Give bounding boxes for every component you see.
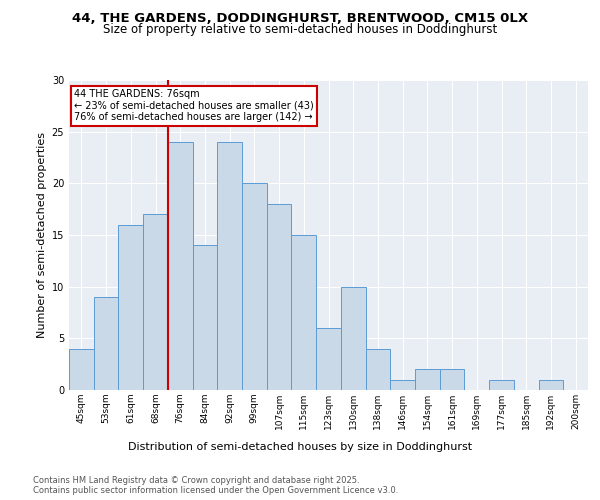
Bar <box>292 235 316 390</box>
Bar <box>316 328 341 390</box>
Text: 44 THE GARDENS: 76sqm
← 23% of semi-detached houses are smaller (43)
76% of semi: 44 THE GARDENS: 76sqm ← 23% of semi-deta… <box>74 90 314 122</box>
Text: Contains HM Land Registry data © Crown copyright and database right 2025.: Contains HM Land Registry data © Crown c… <box>33 476 359 485</box>
Text: Distribution of semi-detached houses by size in Doddinghurst: Distribution of semi-detached houses by … <box>128 442 472 452</box>
Bar <box>341 286 365 390</box>
Bar <box>539 380 563 390</box>
Bar <box>168 142 193 390</box>
Bar <box>94 297 118 390</box>
Bar <box>267 204 292 390</box>
Bar <box>118 224 143 390</box>
Bar <box>193 246 217 390</box>
Text: 44, THE GARDENS, DODDINGHURST, BRENTWOOD, CM15 0LX: 44, THE GARDENS, DODDINGHURST, BRENTWOOD… <box>72 12 528 24</box>
Bar <box>415 370 440 390</box>
Bar <box>69 348 94 390</box>
Bar <box>489 380 514 390</box>
Text: Size of property relative to semi-detached houses in Doddinghurst: Size of property relative to semi-detach… <box>103 22 497 36</box>
Text: Contains public sector information licensed under the Open Government Licence v3: Contains public sector information licen… <box>33 486 398 495</box>
Bar <box>242 184 267 390</box>
Bar <box>365 348 390 390</box>
Bar <box>217 142 242 390</box>
Bar <box>390 380 415 390</box>
Bar <box>143 214 168 390</box>
Y-axis label: Number of semi-detached properties: Number of semi-detached properties <box>37 132 47 338</box>
Bar <box>440 370 464 390</box>
